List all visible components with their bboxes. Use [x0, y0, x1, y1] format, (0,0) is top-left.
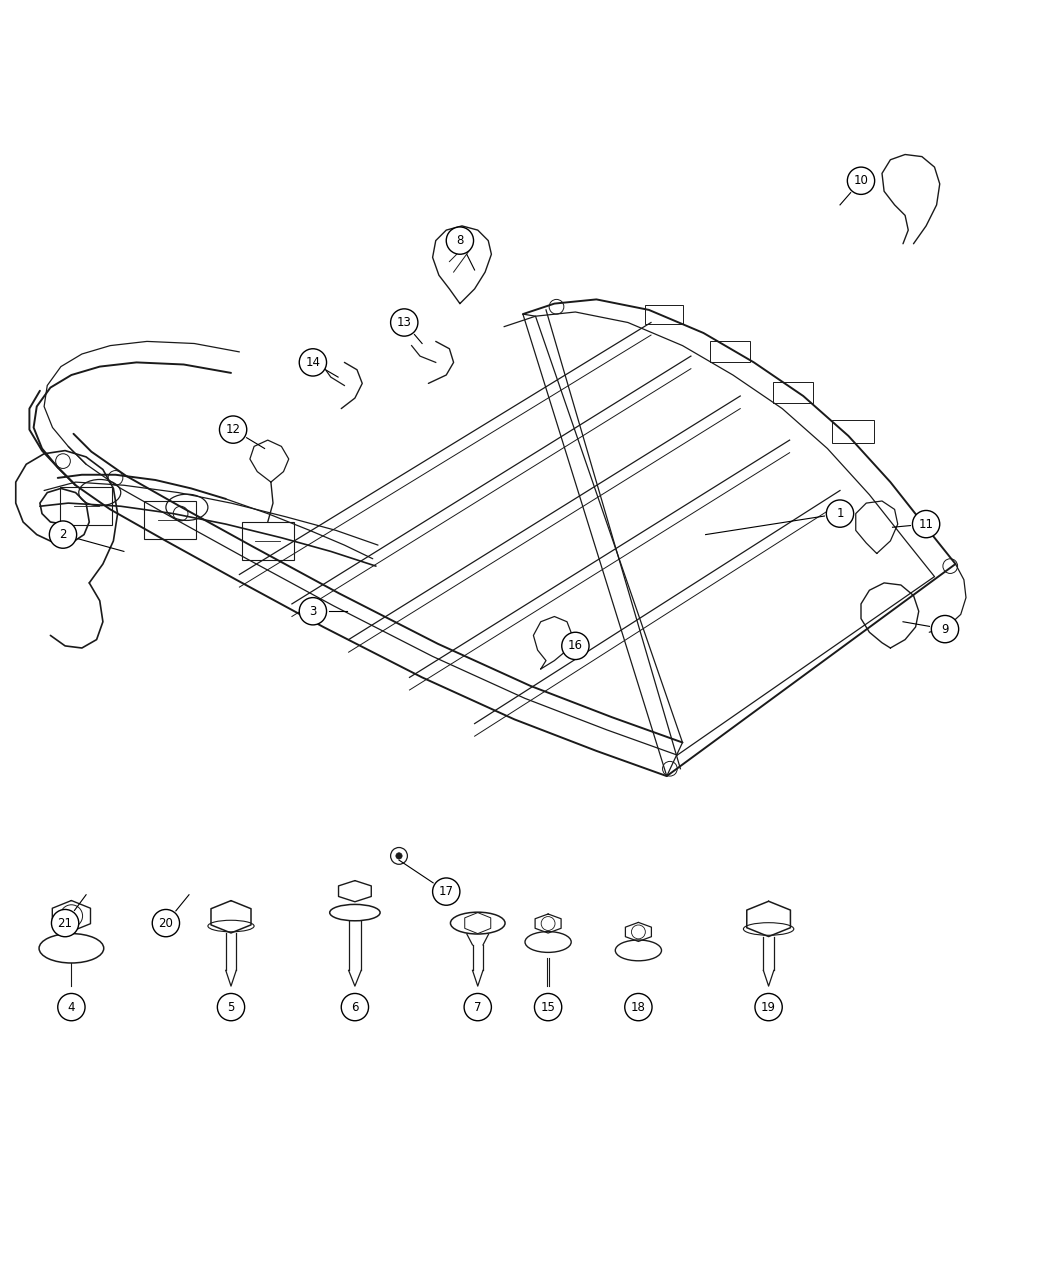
Text: 7: 7 [474, 1001, 482, 1014]
Text: 4: 4 [67, 1001, 76, 1014]
Text: 8: 8 [456, 235, 464, 247]
Polygon shape [773, 382, 813, 403]
Circle shape [396, 853, 402, 859]
Circle shape [847, 167, 875, 194]
Circle shape [58, 993, 85, 1021]
Text: 19: 19 [761, 1001, 776, 1014]
Polygon shape [523, 314, 682, 776]
Text: 6: 6 [351, 1001, 359, 1014]
Circle shape [562, 632, 589, 659]
Circle shape [534, 993, 562, 1021]
Text: 18: 18 [631, 1001, 646, 1014]
Circle shape [152, 909, 180, 937]
Text: 1: 1 [836, 507, 844, 520]
Polygon shape [60, 487, 112, 525]
Circle shape [299, 349, 327, 376]
Text: 2: 2 [59, 528, 67, 541]
Text: 11: 11 [919, 518, 933, 530]
Text: 5: 5 [227, 1001, 235, 1014]
Text: 20: 20 [159, 917, 173, 929]
Circle shape [931, 616, 959, 643]
Circle shape [446, 227, 474, 254]
Text: 9: 9 [941, 622, 949, 636]
Circle shape [391, 309, 418, 337]
Text: 12: 12 [226, 423, 240, 436]
Text: 14: 14 [306, 356, 320, 368]
Circle shape [299, 598, 327, 625]
Circle shape [219, 416, 247, 444]
Circle shape [49, 521, 77, 548]
Text: 3: 3 [309, 604, 317, 618]
Circle shape [826, 500, 854, 528]
Polygon shape [832, 421, 874, 444]
Polygon shape [144, 501, 196, 539]
Polygon shape [242, 521, 294, 560]
Circle shape [51, 909, 79, 937]
Text: 21: 21 [58, 917, 72, 929]
Text: 15: 15 [541, 1001, 555, 1014]
Circle shape [217, 993, 245, 1021]
Circle shape [391, 848, 407, 864]
Polygon shape [645, 305, 683, 324]
Circle shape [464, 993, 491, 1021]
Circle shape [433, 878, 460, 905]
Circle shape [912, 510, 940, 538]
Circle shape [341, 993, 369, 1021]
Text: 17: 17 [439, 885, 454, 898]
Text: 10: 10 [854, 175, 868, 187]
Circle shape [625, 993, 652, 1021]
Circle shape [755, 993, 782, 1021]
Text: 13: 13 [397, 316, 412, 329]
Text: 16: 16 [568, 639, 583, 653]
Polygon shape [710, 342, 750, 362]
